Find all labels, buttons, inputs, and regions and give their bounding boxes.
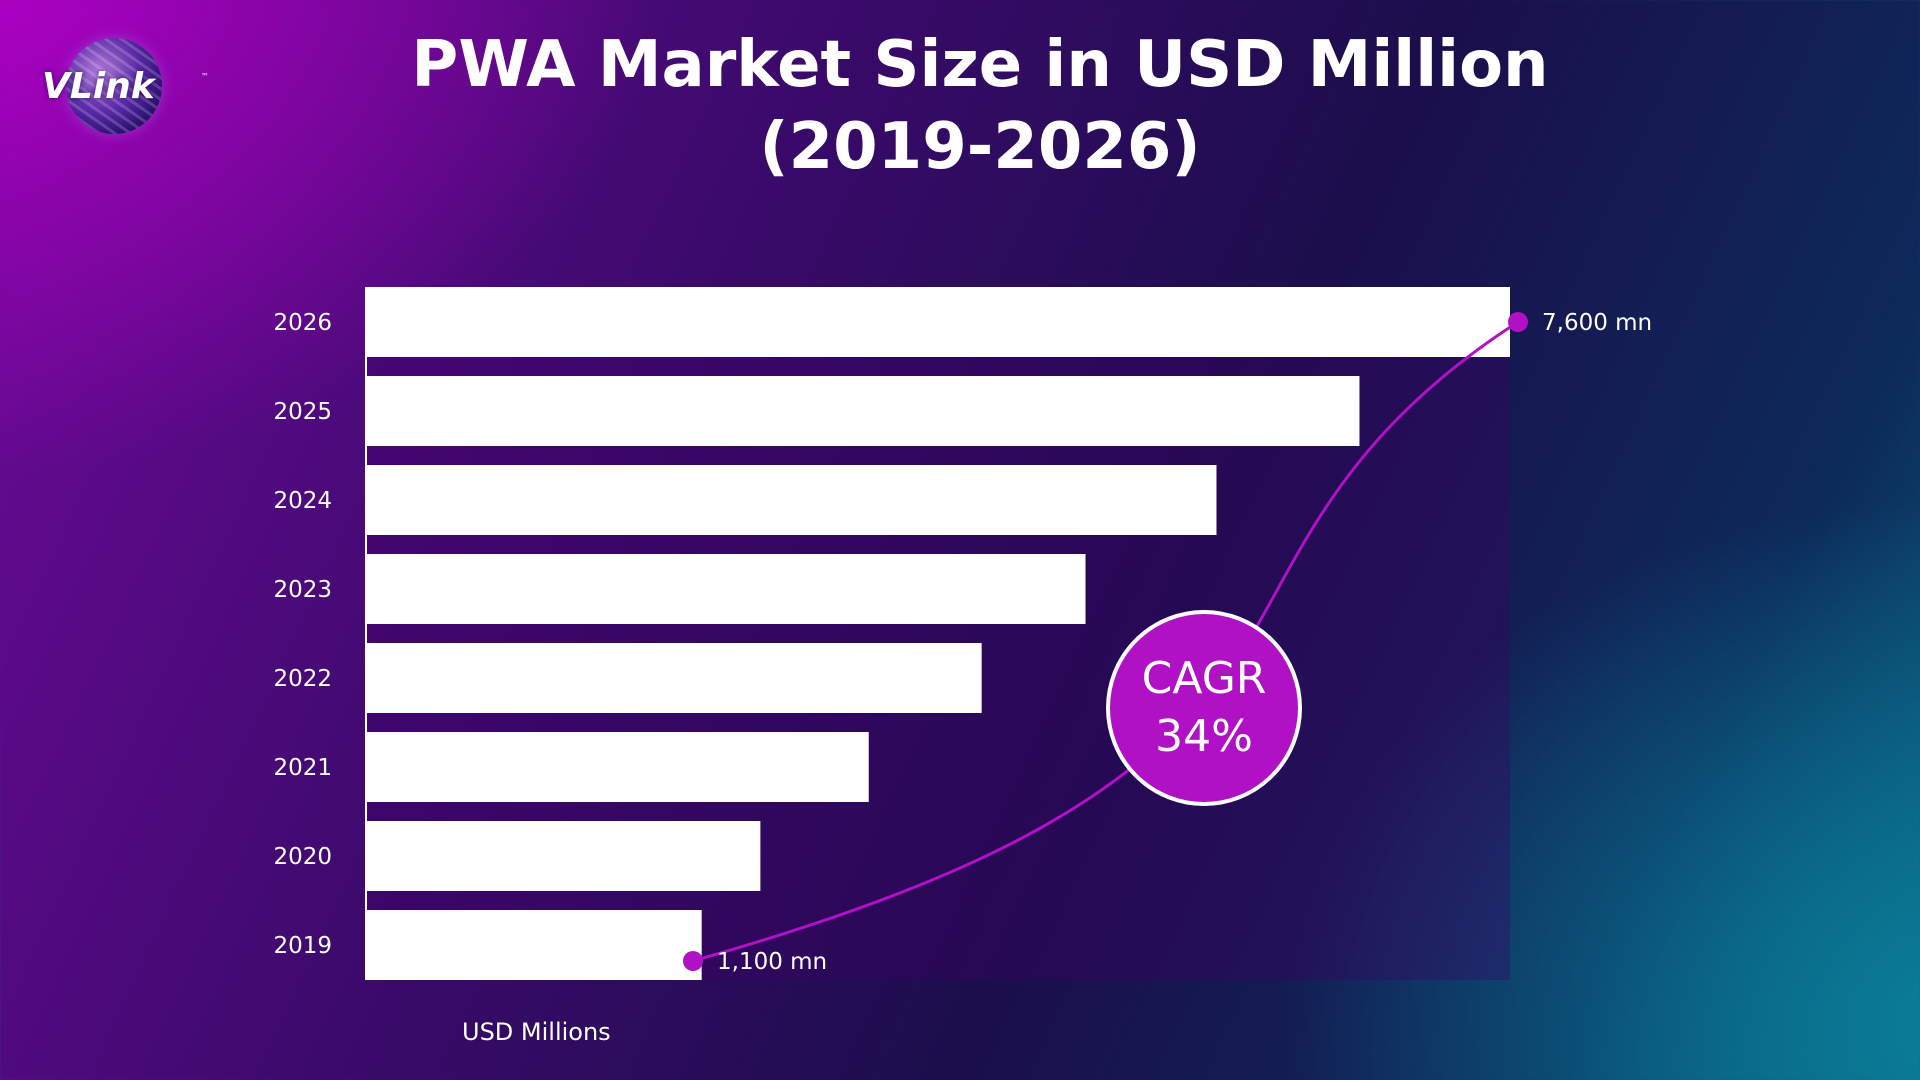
bars-layer xyxy=(365,287,1510,980)
data-label-2019: 1,100 mn xyxy=(717,949,827,975)
bar-2025 xyxy=(366,376,1360,446)
category-label-2026: 2026 xyxy=(273,310,332,336)
x-axis-label: USD Millions xyxy=(462,1018,611,1046)
vlink-logo: VLink ™ xyxy=(36,38,209,138)
category-label-2021: 2021 xyxy=(273,755,332,781)
chart-title: PWA Market Size in USD Million (2019-202… xyxy=(0,24,1920,188)
data-point-2026 xyxy=(1508,312,1528,332)
bar-2021 xyxy=(366,732,869,802)
category-label-2020: 2020 xyxy=(273,844,332,870)
bar-2023 xyxy=(366,554,1086,624)
data-label-layer: 7,600 mn 1,100 mn xyxy=(683,310,1652,975)
category-label-2019: 2019 xyxy=(273,933,332,959)
category-label-2024: 2024 xyxy=(273,488,332,514)
trademark-mark: ™ xyxy=(201,72,209,81)
category-label-2022: 2022 xyxy=(273,666,332,692)
bar-2020 xyxy=(366,821,761,891)
category-label-2025: 2025 xyxy=(273,399,332,425)
bar-2022 xyxy=(366,643,982,713)
cagr-value: 34% xyxy=(1155,711,1253,762)
chart-title-line-2: (2019-2026) xyxy=(759,110,1201,184)
cagr-badge: CAGR 34% xyxy=(1106,610,1302,806)
bar-2024 xyxy=(366,465,1217,535)
category-labels: 2026 2025 2024 2023 2022 2021 2020 2019 xyxy=(273,310,332,959)
category-label-2023: 2023 xyxy=(273,577,332,603)
data-label-2026: 7,600 mn xyxy=(1542,310,1652,336)
chart-title-line-1: PWA Market Size in USD Million xyxy=(411,28,1549,102)
cagr-label: CAGR xyxy=(1141,653,1267,704)
globe-icon xyxy=(66,38,162,134)
data-point-2019 xyxy=(683,951,703,971)
logo-text: VLink xyxy=(42,66,155,107)
bar-2019 xyxy=(366,910,702,980)
bar-2026 xyxy=(366,287,1510,357)
